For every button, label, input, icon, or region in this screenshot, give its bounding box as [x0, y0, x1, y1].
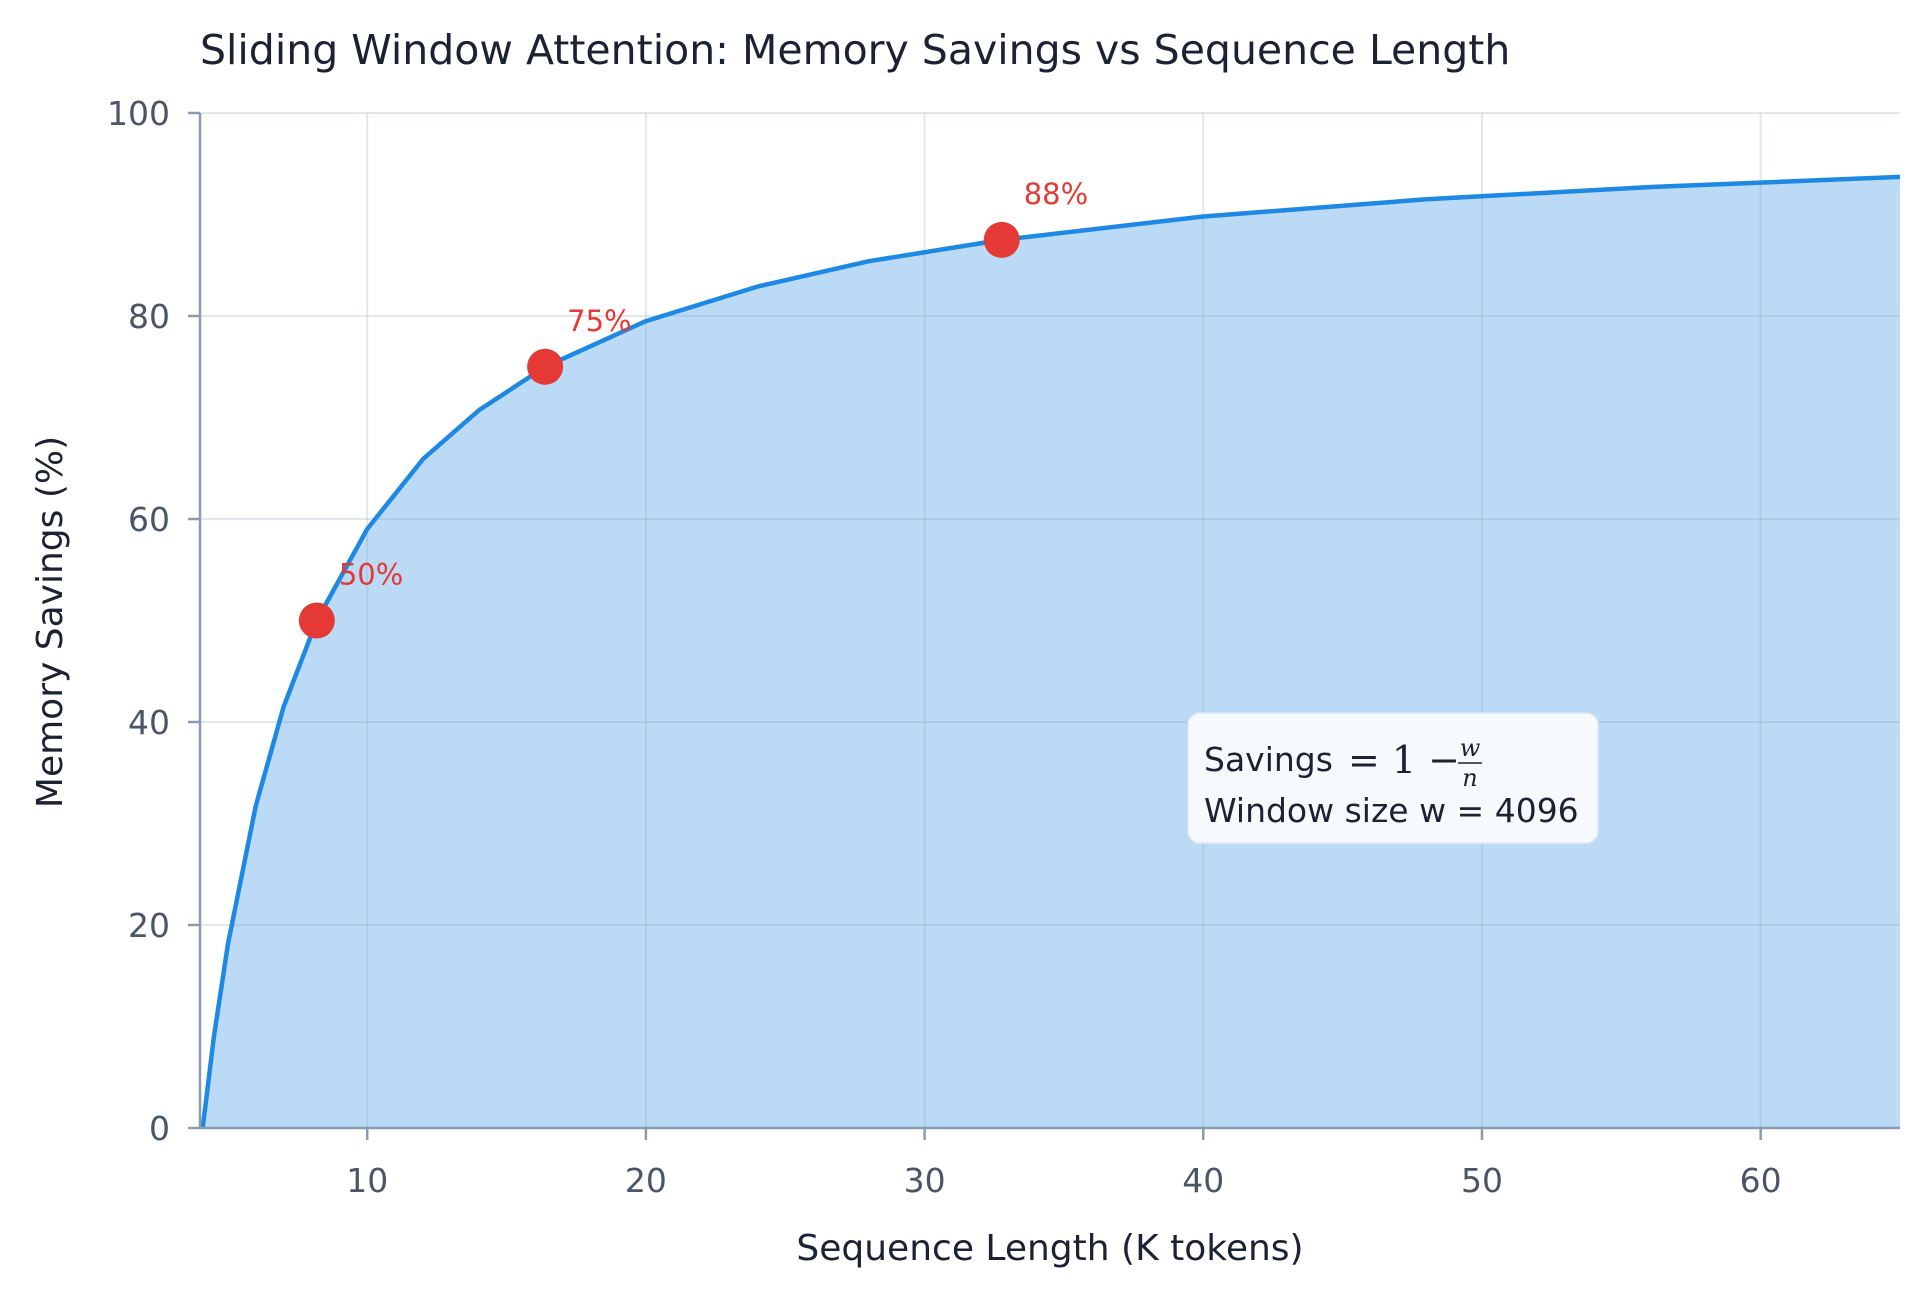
plot-area: 0 20 40 60 80 100 10 20 30 40 50 60 50% 75% 88%	[107, 94, 1901, 1200]
y-tick-label-80: 80	[128, 297, 170, 336]
savings-curve-line	[200, 174, 1901, 1129]
y-tick-label-20: 20	[128, 906, 170, 945]
highlight-label-88%: 88%	[1024, 177, 1088, 211]
y-tick-label-0: 0	[149, 1109, 170, 1148]
annotation-window-size: Window size w = 4096	[1204, 791, 1579, 830]
x-tick-label-40: 40	[1182, 1161, 1224, 1200]
x-axis-ticks: 10 20 30 40 50 60	[346, 1128, 1782, 1200]
annotation-formula: = 1 −	[1348, 738, 1460, 782]
annotation-box-bg	[1187, 712, 1599, 844]
y-axis-ticks: 0 20 40 60 80 100	[107, 94, 200, 1148]
annotation-formula-numerator: w	[1460, 734, 1481, 762]
savings-area-fill	[202, 176, 1901, 1128]
y-axis-label: Memory Savings (%)	[30, 436, 71, 808]
highlight-points: 50% 75% 88%	[298, 177, 1088, 639]
annotation-formula-denominator: n	[1462, 764, 1477, 792]
formula-annotation-box: Savings = 1 − w n Window size w = 4096	[1187, 712, 1599, 844]
chart-title: Sliding Window Attention: Memory Savings…	[200, 26, 1510, 74]
x-tick-label-10: 10	[346, 1161, 388, 1200]
annotation-savings-label: Savings	[1204, 740, 1333, 779]
x-axis-label: Sequence Length (K tokens)	[796, 1228, 1303, 1269]
highlight-point-75%	[527, 348, 564, 385]
y-tick-label-40: 40	[128, 703, 170, 742]
highlight-label-75%: 75%	[567, 304, 631, 338]
x-tick-label-50: 50	[1461, 1161, 1503, 1200]
x-tick-label-60: 60	[1740, 1161, 1782, 1200]
highlight-label-50%: 50%	[339, 558, 403, 592]
x-tick-label-30: 30	[904, 1161, 946, 1200]
y-tick-label-100: 100	[107, 94, 170, 133]
y-tick-label-60: 60	[128, 500, 170, 539]
highlight-point-88%	[983, 221, 1020, 258]
x-tick-label-20: 20	[625, 1161, 667, 1200]
highlight-point-50%	[298, 602, 335, 639]
